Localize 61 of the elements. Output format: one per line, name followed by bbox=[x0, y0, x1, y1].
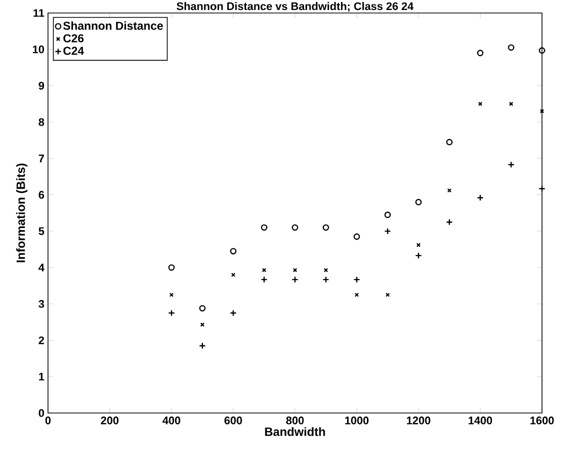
x-tick-label: 400 bbox=[162, 416, 180, 424]
point bbox=[353, 276, 360, 283]
point bbox=[230, 310, 237, 316]
point bbox=[169, 292, 174, 297]
legend-label: Shannon Distance bbox=[63, 21, 163, 30]
y-tick-label: 7 bbox=[38, 154, 44, 162]
point bbox=[200, 322, 205, 327]
y-tick-label: 0 bbox=[38, 409, 44, 417]
point bbox=[540, 109, 544, 114]
point bbox=[168, 310, 175, 316]
point bbox=[322, 276, 330, 283]
x-tick-label: 200 bbox=[100, 416, 118, 424]
point bbox=[292, 224, 298, 231]
point bbox=[538, 47, 546, 54]
y-tick-label: 6 bbox=[38, 190, 44, 199]
point bbox=[322, 224, 330, 231]
point bbox=[385, 292, 390, 297]
y-axis-title: Information (Bits) bbox=[16, 164, 28, 262]
point bbox=[324, 268, 328, 272]
y-tick-label: 10 bbox=[32, 45, 44, 54]
y-tick-label: 4 bbox=[38, 264, 44, 272]
point bbox=[415, 198, 422, 206]
point bbox=[446, 218, 453, 226]
point bbox=[538, 185, 546, 192]
y-tick-label: 5 bbox=[38, 227, 44, 236]
point bbox=[292, 276, 298, 283]
point bbox=[260, 224, 268, 231]
legend-label: C24 bbox=[63, 46, 84, 55]
chart-title: Shannon Distance vs Bandwidth; Class 26 24 bbox=[176, 2, 414, 12]
x-axis-title: Bandwidth bbox=[265, 427, 325, 436]
x-tick-label: 1000 bbox=[345, 416, 369, 424]
point bbox=[168, 264, 175, 271]
y-tick-label: 2 bbox=[38, 336, 44, 344]
x-tick-label: 0 bbox=[45, 416, 51, 424]
point bbox=[198, 342, 206, 350]
point bbox=[415, 252, 422, 259]
y-tick-label: 11 bbox=[34, 9, 44, 17]
x-tick-label: 1200 bbox=[406, 416, 430, 424]
point bbox=[354, 233, 360, 240]
point bbox=[384, 228, 392, 235]
point bbox=[508, 161, 515, 168]
x-tick-label: 600 bbox=[224, 416, 242, 424]
point bbox=[477, 50, 484, 56]
legend-label: C26 bbox=[63, 34, 84, 42]
x-tick-label: 1400 bbox=[468, 416, 492, 424]
y-tick-label: 9 bbox=[38, 82, 44, 90]
point bbox=[476, 194, 484, 202]
x-tick-label: 1600 bbox=[530, 416, 554, 424]
point bbox=[447, 188, 452, 193]
y-tick-label: 3 bbox=[38, 300, 44, 308]
point bbox=[508, 102, 514, 106]
point bbox=[199, 305, 206, 312]
point bbox=[508, 44, 514, 51]
y-tick-label: 1 bbox=[39, 372, 44, 380]
point bbox=[262, 268, 266, 272]
x-tick-label: 800 bbox=[286, 416, 304, 424]
point bbox=[384, 212, 391, 218]
point bbox=[230, 248, 236, 254]
point bbox=[260, 276, 268, 283]
y-tick-label: 8 bbox=[38, 118, 44, 126]
point bbox=[446, 138, 453, 146]
